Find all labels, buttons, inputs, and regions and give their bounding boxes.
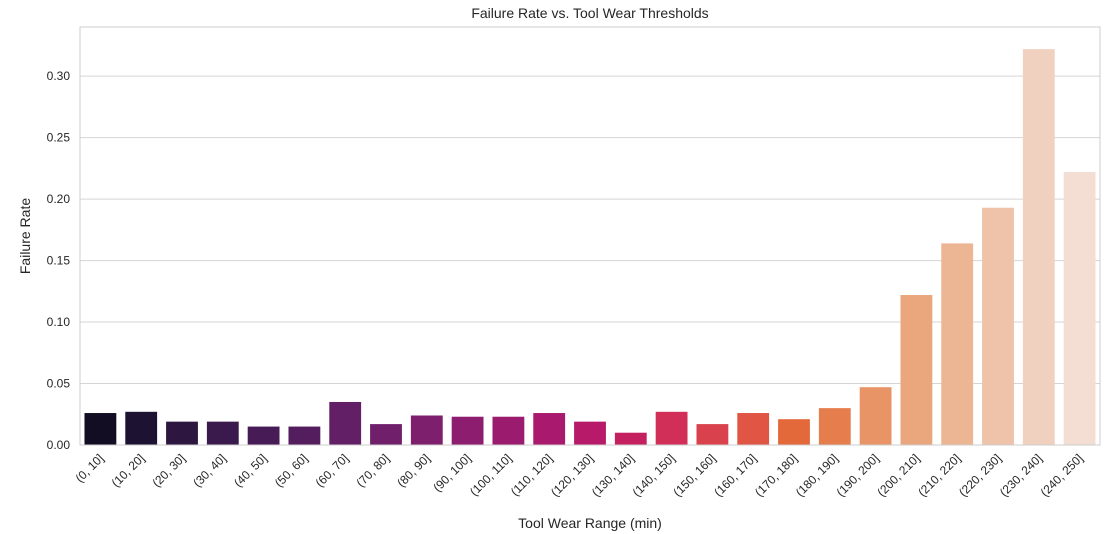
x-tick-label: (10, 20]: [109, 451, 148, 490]
bar: [410, 415, 443, 445]
bar: [166, 421, 198, 445]
bar: [125, 411, 158, 445]
x-tick-label: (110, 120]: [508, 451, 555, 498]
bar: [329, 401, 362, 445]
bar: [737, 413, 770, 445]
bar: [900, 295, 933, 445]
x-tick-label: (150, 160]: [670, 451, 718, 499]
bar: [1063, 172, 1096, 445]
x-tick-label: (180, 190]: [793, 451, 841, 499]
x-tick-label: (50, 60]: [272, 451, 311, 490]
bar: [778, 419, 810, 445]
x-tick-label: (130, 140]: [589, 451, 637, 499]
bar: [1022, 49, 1055, 445]
x-axis-label: Tool Wear Range (min): [518, 515, 662, 531]
bar: [574, 421, 606, 445]
bar: [982, 207, 1014, 445]
bar: [859, 387, 892, 445]
bar: [614, 432, 647, 445]
bar: [288, 426, 321, 445]
x-tick-label: (210, 220]: [915, 451, 963, 499]
y-tick-label: 0.10: [47, 315, 71, 329]
y-tick-label: 0.05: [47, 377, 71, 391]
x-tick-label: (170, 180]: [752, 451, 800, 499]
bar: [451, 416, 484, 445]
x-tick-label: (140, 150]: [630, 451, 678, 499]
bar: [206, 421, 239, 445]
x-tick-label: (20, 30]: [149, 451, 188, 490]
x-tick-label: (220, 230]: [956, 451, 1004, 499]
x-tick-labels: (0, 10] (10, 20] (20, 30] (30, 40] (40, 50](…: [73, 451, 1086, 499]
x-tick-label: (200, 210]: [874, 451, 922, 499]
x-tick-label: (160, 170]: [711, 451, 759, 499]
bar: [370, 424, 402, 445]
y-tick-label: 0.00: [47, 438, 71, 452]
x-tick-label: (30, 40]: [190, 451, 229, 490]
bar: [492, 416, 525, 445]
y-axis-label: Failure Rate: [17, 198, 33, 274]
x-tick-label: (240, 250]: [1038, 451, 1086, 499]
bars: [84, 49, 1096, 445]
y-tick-label: 0.20: [47, 192, 71, 206]
x-tick-label: (230, 240]: [997, 451, 1045, 499]
y-tick-label: 0.30: [47, 69, 71, 83]
bar: [84, 413, 117, 445]
y-tick-label: 0.25: [47, 131, 71, 145]
x-tick-label: (40, 50]: [231, 451, 270, 490]
bar: [247, 426, 280, 445]
x-tick-label: (70, 80]: [353, 451, 392, 490]
grid: [80, 75, 1100, 446]
x-tick-label: (100, 110]: [467, 451, 514, 498]
x-tick-label: (120, 130]: [548, 451, 596, 499]
bar: [533, 413, 566, 445]
chart-title: Failure Rate vs. Tool Wear Thresholds: [471, 5, 708, 21]
bar: [696, 424, 729, 445]
bar: [655, 411, 688, 445]
y-tick-label: 0.15: [47, 254, 71, 268]
plot-frame: [79, 26, 1101, 446]
x-tick-label: (0, 10]: [73, 451, 107, 485]
bar: [818, 408, 851, 445]
bar: [941, 243, 974, 445]
x-tick-label: (190, 200]: [834, 451, 882, 499]
y-tick-labels: 0.00 0.05 0.10 0.15 0.20 0.25 0.30: [47, 69, 71, 452]
x-tick-label: (80, 90]: [394, 451, 433, 490]
x-tick-label: (60, 70]: [313, 451, 352, 490]
